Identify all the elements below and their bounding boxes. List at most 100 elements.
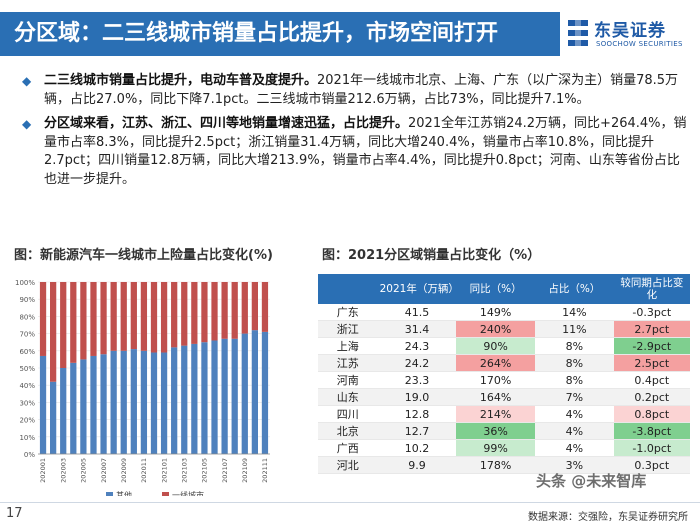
bar-other <box>140 350 148 454</box>
watermark: 头条 @未来智库 <box>536 472 647 490</box>
x-tick-label: 202011 <box>140 458 148 483</box>
bar-tier1 <box>211 282 218 341</box>
bar-other <box>201 342 208 454</box>
y-tick-label: 30% <box>19 399 35 407</box>
table-header-row: 2021年（万辆） 同比（%） 占比（%） 较同期占比变化 <box>318 274 690 304</box>
share-change-cell: 0.3pct <box>613 456 690 474</box>
bar-tier1 <box>140 282 148 351</box>
data-source: 数据来源：交强险，东吴证券研究所 <box>528 512 688 523</box>
y-tick-label: 50% <box>19 365 35 373</box>
table-header-cell: 2021年（万辆） <box>377 274 459 304</box>
bullet-bold: 二三线城市销量占比提升，电动车普及度提升。 <box>44 73 318 88</box>
sales-cell: 19.0 <box>377 388 457 406</box>
bullet-text: 2021全年江苏销24.2万辆，同比+264.4%，销量市占率8.3%，同比提升… <box>44 116 687 187</box>
bar-other <box>130 349 137 454</box>
share-change-cell: -0.3pct <box>613 304 690 321</box>
bar-tier1 <box>90 282 97 356</box>
bar-other <box>120 350 127 454</box>
province-cell: 四川 <box>318 405 378 423</box>
province-cell: 上海 <box>318 337 378 355</box>
soochow-logo-icon <box>568 20 588 46</box>
y-tick-label: 40% <box>19 382 35 390</box>
table-row: 山东 19.0 164% 7% 0.2pct <box>318 388 690 406</box>
bar-other <box>231 338 238 454</box>
stacked-bar-chart: 0% 10% 20% 30% 40% 50% 60% 70% 80% 90% 100% 202001 2… <box>15 279 270 496</box>
table-row: 广西 10.2 99% 4% -1.0pct <box>318 439 690 457</box>
y-tick-label: 20% <box>19 417 35 425</box>
yoy-cell: 264% <box>456 354 535 372</box>
bar-tier1 <box>130 282 137 350</box>
yoy-cell: 149% <box>456 304 535 321</box>
region-sales-table: 2021年（万辆） 同比（%） 占比（%） 较同期占比变化 广东 41.5 149%… <box>318 274 690 474</box>
bar-tier1 <box>221 282 228 339</box>
bar-tier1 <box>261 282 269 332</box>
y-tick-label: 10% <box>19 434 35 442</box>
table-row: 广东 41.5 149% 14% -0.3pct <box>318 304 690 321</box>
table-title: 图：2021分区域销量占比变化（%） <box>322 248 541 263</box>
share-cell: 7% <box>534 388 614 406</box>
share-cell: 3% <box>534 456 614 474</box>
bar-other <box>100 354 107 454</box>
province-cell: 广西 <box>318 439 378 457</box>
bar-other <box>261 331 269 454</box>
share-change-cell: -3.8pct <box>613 422 690 440</box>
sales-cell: 31.4 <box>377 320 457 338</box>
bar-tier1 <box>39 282 47 356</box>
share-cell: 8% <box>534 337 614 355</box>
bullet-text: 2021年一线城市北京、上海、广东（以广深为主）销量78.5万辆，占比27.0%… <box>44 73 679 107</box>
sales-cell: 23.3 <box>377 371 457 389</box>
x-tick-label: 202005 <box>80 458 88 483</box>
share-cell: 8% <box>534 371 614 389</box>
table-row: 河南 23.3 170% 8% 0.4pct <box>318 371 690 389</box>
yoy-cell: 214% <box>456 405 535 423</box>
bar-tier1 <box>191 282 198 344</box>
bar-other <box>171 347 178 454</box>
diamond-bullet-icon: ◆ <box>22 74 32 88</box>
yoy-cell: 164% <box>456 388 535 406</box>
page-title: 分区域：二三线城市销量占比提升，市场空间打开 <box>14 21 499 46</box>
sales-cell: 10.2 <box>377 439 457 457</box>
table-row: 江苏 24.2 264% 8% 2.5pct <box>318 354 690 372</box>
bar-other <box>50 381 57 454</box>
bar-tier1 <box>100 282 107 355</box>
share-cell: 11% <box>534 320 614 338</box>
y-tick-label: 70% <box>19 331 35 339</box>
bar-tier1 <box>181 282 188 346</box>
bar-other <box>191 343 198 454</box>
bar-other <box>60 368 67 454</box>
share-cell: 8% <box>534 354 614 372</box>
chart-title: 图：新能源汽车一线城市上险量占比变化(%) <box>14 248 273 263</box>
yoy-cell: 90% <box>456 337 535 355</box>
share-change-cell: -1.0pct <box>613 439 690 457</box>
bar-tier1 <box>120 282 127 351</box>
x-tick-label: 202009 <box>120 458 128 483</box>
yoy-cell: 36% <box>456 422 535 440</box>
header: 分区域：二三线城市销量占比提升，市场空间打开 东吴证券 SOOCHOW SECU… <box>0 0 700 64</box>
bar-other <box>70 362 77 454</box>
share-cell: 4% <box>534 439 614 457</box>
yoy-cell: 178% <box>456 456 535 474</box>
table-row: 河北 9.9 178% 3% 0.3pct <box>318 456 690 474</box>
share-change-cell: 0.2pct <box>613 388 690 406</box>
table-row: 浙江 31.4 240% 11% 2.7pct <box>318 320 690 338</box>
bar-other <box>221 338 228 454</box>
bar-tier1 <box>251 282 258 331</box>
province-cell: 广东 <box>318 304 378 321</box>
bar-tier1 <box>70 282 77 363</box>
bar-tier1 <box>171 282 178 348</box>
bar-tier1 <box>80 282 87 360</box>
share-cell: 14% <box>534 304 614 321</box>
share-cell: 4% <box>534 422 614 440</box>
bar-tier1 <box>160 282 168 353</box>
bar-other <box>150 352 158 454</box>
footer-divider <box>0 502 700 503</box>
page-number: 17 <box>6 506 23 521</box>
y-tick-label: 100% <box>15 279 35 287</box>
province-cell: 河南 <box>318 371 378 389</box>
bar-other <box>80 359 87 454</box>
table-header-cell: 同比（%） <box>456 274 535 304</box>
bar-other <box>160 352 168 454</box>
table-body: 广东 41.5 149% 14% -0.3pct 浙江 31.4 240% 11% 2.7pct 上… <box>318 304 690 474</box>
table-row: 四川 12.8 214% 4% 0.8pct <box>318 405 690 423</box>
